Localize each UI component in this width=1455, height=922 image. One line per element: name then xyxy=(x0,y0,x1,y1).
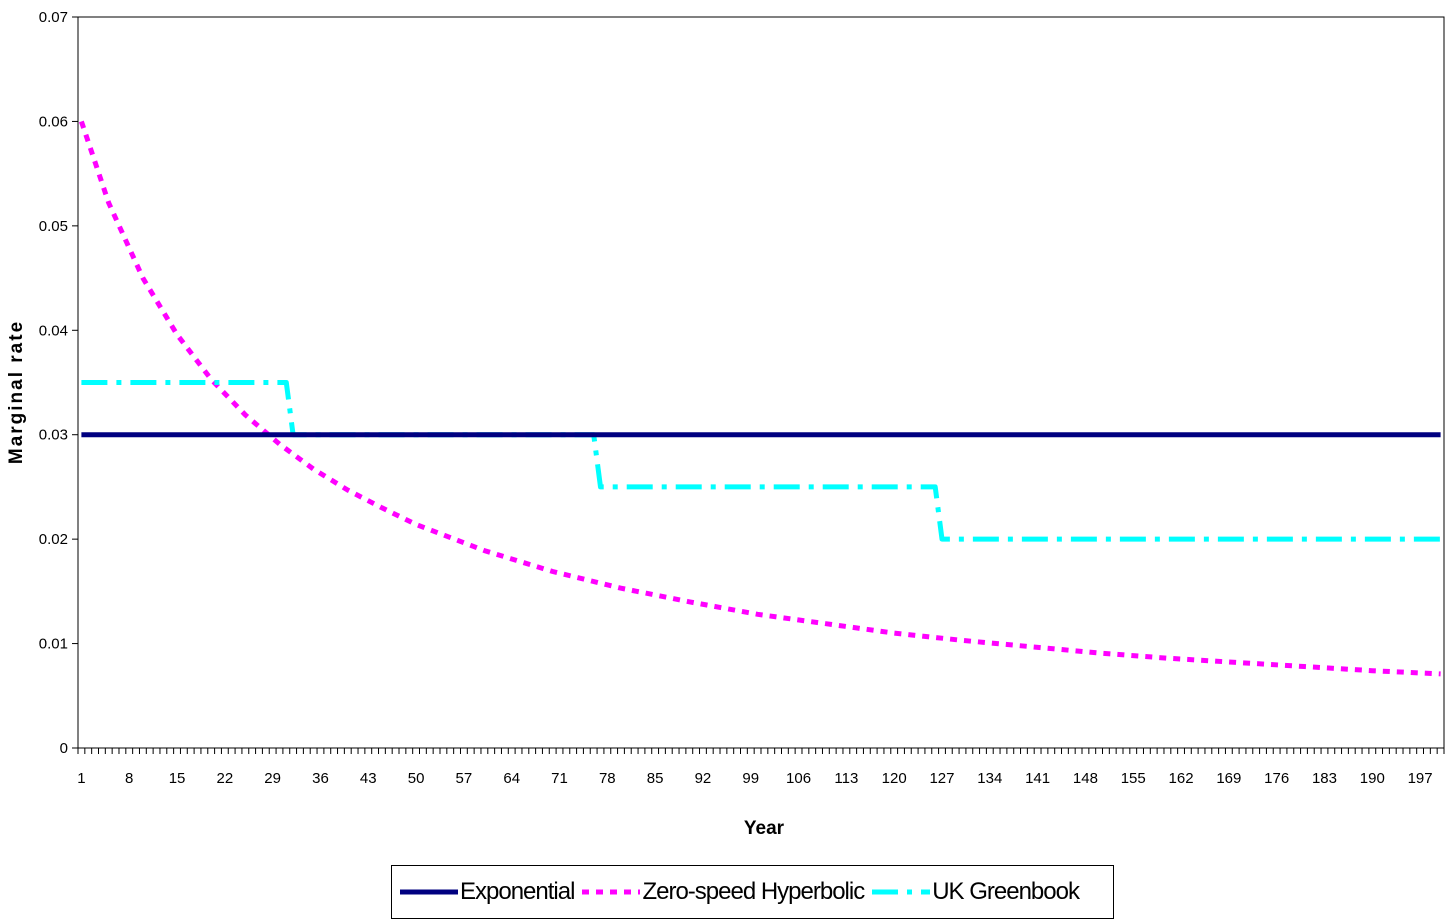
legend-swatch-exponential xyxy=(400,889,458,895)
x-tick-label: 127 xyxy=(929,770,954,787)
x-tick-label: 50 xyxy=(408,770,425,787)
y-axis-title-group: Marginal rate xyxy=(6,320,27,464)
x-tick-label: 162 xyxy=(1169,770,1194,787)
x-tick-label: 78 xyxy=(599,770,616,787)
x-tick-label: 141 xyxy=(1025,770,1050,787)
x-tick-label: 71 xyxy=(551,770,568,787)
x-tick-label: 1 xyxy=(77,770,85,787)
x-tick-label: 134 xyxy=(977,770,1002,787)
legend-item-zero-speed-hyperbolic: Zero-speed Hyperbolic xyxy=(580,878,865,906)
y-ticks: 0 0.01 0.02 0.03 0.04 0.05 0.06 0.07 xyxy=(39,9,78,757)
x-tick-label: 106 xyxy=(786,770,811,787)
x-ticks: 1 8 15 22 29 36 43 50 57 64 71 78 85 92 99 106 113 120 127… xyxy=(77,748,1445,787)
x-tick-label: 57 xyxy=(456,770,473,787)
legend-swatch-uk-greenbook xyxy=(872,889,931,895)
y-tick-label: 0.05 xyxy=(39,218,68,235)
legend-item-uk-greenbook: UK Greenbook xyxy=(870,878,1080,906)
x-tick-label: 15 xyxy=(169,770,186,787)
y-tick-label: 0.07 xyxy=(39,9,68,26)
legend-item-exponential: Exponential xyxy=(398,878,575,906)
series-layer xyxy=(79,120,1441,677)
legend-label-exponential: Exponential xyxy=(460,878,575,905)
x-tick-label: 99 xyxy=(742,770,759,787)
y-tick-label: 0.03 xyxy=(39,427,68,444)
x-tick-label: 36 xyxy=(312,770,329,787)
y-tick-label: 0 xyxy=(60,740,68,757)
x-tick-label: 8 xyxy=(125,770,133,787)
x-tick-label: 43 xyxy=(360,770,377,787)
legend-swatch-zero-speed-hyperbolic xyxy=(582,889,641,895)
legend-label-uk-greenbook: UK Greenbook xyxy=(932,878,1080,905)
series-line-zero-speed-hyperbolic xyxy=(79,120,1441,677)
x-tick-label: 197 xyxy=(1408,770,1433,787)
x-tick-label: 85 xyxy=(647,770,664,787)
x-tick-label: 92 xyxy=(695,770,712,787)
y-tick-label: 0.06 xyxy=(39,113,68,130)
x-tick-label: 29 xyxy=(264,770,281,787)
x-tick-label: 190 xyxy=(1360,770,1385,787)
y-tick-label: 0.02 xyxy=(39,531,68,548)
x-tick-label: 22 xyxy=(217,770,234,787)
x-tick-label: 113 xyxy=(834,770,858,787)
y-axis-title: Marginal rate xyxy=(6,320,27,464)
y-tick-label: 0.01 xyxy=(39,636,68,653)
legend-label-zero-speed-hyperbolic: Zero-speed Hyperbolic xyxy=(642,878,865,905)
y-tick-label: 0.04 xyxy=(39,322,68,339)
x-tick-label: 120 xyxy=(882,770,907,787)
x-tick-label: 64 xyxy=(503,770,520,787)
x-tick-label: 155 xyxy=(1121,770,1146,787)
x-axis-title: Year xyxy=(744,818,785,839)
x-tick-label: 183 xyxy=(1312,770,1337,787)
series-line-uk-greenbook xyxy=(81,380,1441,542)
x-tick-label: 176 xyxy=(1264,770,1289,787)
x-tick-label: 169 xyxy=(1216,770,1241,787)
x-tick-label: 148 xyxy=(1073,770,1098,787)
legend: Exponential Zero-speed Hyperbolic UK Gre… xyxy=(391,865,1114,919)
